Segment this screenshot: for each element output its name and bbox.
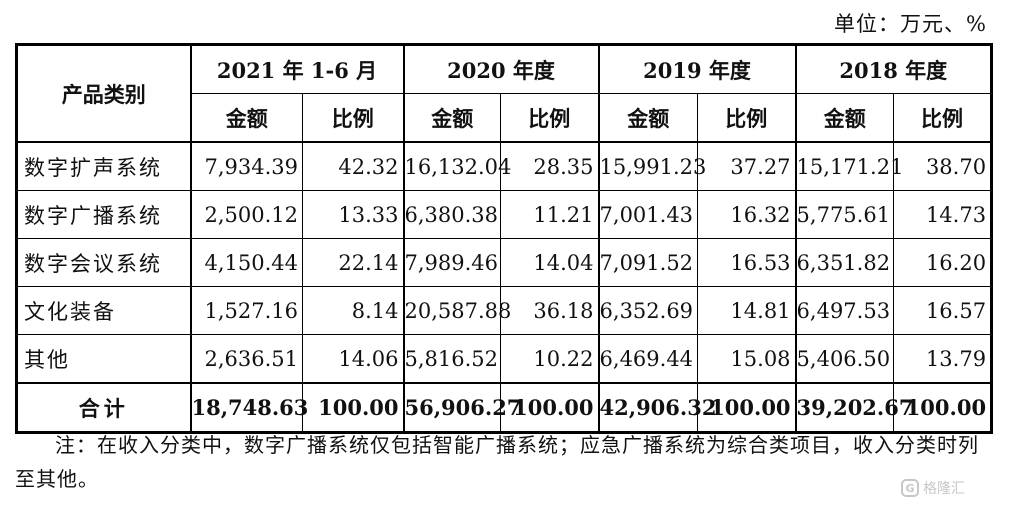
header-amount: 金额 [402, 93, 502, 143]
ratio-cell: 100.00 [301, 382, 405, 433]
watermark-logo-icon: G [901, 479, 919, 497]
amount-cell: 6,469.44 [597, 334, 699, 384]
header-row-metrics: 金额 比例 金额 比例 金额 比例 金额 比例 [17, 93, 993, 143]
category-cell: 数字广播系统 [16, 190, 191, 239]
ratio-cell: 36.18 [500, 286, 600, 335]
ratio-cell: 8.14 [301, 286, 405, 335]
amount-cell: 2,500.12 [189, 190, 303, 239]
ratio-cell: 37.27 [697, 141, 797, 191]
ratio-cell: 13.33 [301, 190, 405, 239]
amount-cell: 5,406.50 [794, 334, 895, 384]
ratio-cell: 16.57 [893, 286, 993, 335]
ratio-cell: 100.00 [500, 382, 600, 433]
header-category: 产品类别 [16, 44, 191, 143]
ratio-cell: 100.00 [697, 382, 797, 433]
amount-cell: 7,934.39 [189, 141, 303, 191]
ratio-cell: 16.53 [697, 238, 797, 287]
table-row: 文化装备 1,527.16 8.14 20,587.88 36.18 6,352.69 14… [16, 286, 993, 335]
ratio-cell: 11.21 [500, 190, 600, 239]
ratio-cell: 22.14 [301, 238, 405, 287]
table-row: 其他 2,636.51 14.06 5,816.52 10.22 6,469.44 15.0… [16, 334, 993, 384]
category-cell: 文化装备 [16, 286, 191, 335]
ratio-cell: 14.04 [500, 238, 600, 287]
ratio-cell: 13.79 [893, 334, 993, 384]
ratio-cell: 14.81 [697, 286, 797, 335]
header-amount: 金额 [597, 93, 699, 143]
ratio-cell: 10.22 [500, 334, 600, 384]
ratio-cell: 16.20 [893, 238, 993, 287]
watermark-text: 格隆汇 [923, 481, 965, 497]
header-period: 2020 年度 [402, 44, 600, 94]
total-row: 合计 18,748.63 100.00 56,906.27 100.00 42,906.3… [16, 382, 993, 433]
amount-cell: 15,991.23 [597, 141, 706, 191]
amount-cell: 42,906.32 [597, 382, 716, 433]
amount-cell: 7,989.46 [402, 238, 502, 287]
amount-cell: 7,001.43 [597, 190, 699, 239]
amount-cell: 5,775.61 [794, 190, 895, 239]
table-row: 数字会议系统 4,150.44 22.14 7,989.46 14.04 7,091.52… [16, 238, 993, 287]
header-amount: 金额 [794, 93, 895, 143]
header-period: 2021 年 1-6 月 [189, 44, 405, 94]
header-ratio: 比例 [893, 93, 993, 143]
ratio-cell: 38.70 [893, 141, 993, 191]
header-row-periods: 产品类别 2021 年 1-6 月 2020 年度 2019 年度 2018 年… [16, 44, 993, 143]
amount-cell: 6,352.69 [597, 286, 699, 335]
header-ratio: 比例 [500, 93, 600, 143]
header-ratio: 比例 [697, 93, 797, 143]
table-row: 数字扩声系统 7,934.39 42.32 16,132.04 28.35 15,991.… [16, 141, 993, 191]
ratio-cell: 28.35 [500, 141, 600, 191]
amount-cell: 2,636.51 [189, 334, 303, 384]
ratio-cell: 14.73 [893, 190, 993, 239]
header-ratio: 比例 [301, 93, 405, 143]
category-cell: 数字扩声系统 [16, 141, 191, 191]
watermark: G 格隆汇 [901, 475, 1001, 501]
amount-cell: 15,171.21 [794, 141, 903, 191]
category-cell: 其他 [16, 334, 191, 384]
unit-label: 单位：万元、% [834, 12, 987, 36]
amount-cell: 5,816.52 [402, 334, 502, 384]
amount-cell: 56,906.27 [402, 382, 521, 433]
ratio-cell: 15.08 [697, 334, 797, 384]
amount-cell: 1,527.16 [189, 286, 303, 335]
amount-cell: 16,132.04 [402, 141, 511, 191]
amount-cell: 4,150.44 [189, 238, 303, 287]
header-period: 2019 年度 [597, 44, 797, 94]
amount-cell: 7,091.52 [597, 238, 699, 287]
ratio-cell: 100.00 [893, 382, 993, 433]
header-amount: 金额 [189, 93, 303, 143]
category-cell: 数字会议系统 [16, 238, 191, 287]
ratio-cell: 16.32 [697, 190, 797, 239]
footnote: 注：在收入分类中，数字广播系统仅包括智能广播系统；应急广播系统为综合类项目，收入… [15, 433, 979, 491]
table-row: 数字广播系统 2,500.12 13.33 6,380.38 11.21 7,001.43… [16, 190, 993, 239]
amount-cell: 20,587.88 [402, 286, 511, 335]
amount-cell: 6,351.82 [794, 238, 895, 287]
amount-cell: 18,748.63 [189, 382, 308, 433]
ratio-cell: 42.32 [301, 141, 405, 191]
header-period: 2018 年度 [794, 44, 993, 94]
amount-cell: 6,380.38 [402, 190, 502, 239]
ratio-cell: 14.06 [301, 334, 405, 384]
amount-cell: 39,202.67 [794, 382, 913, 433]
revenue-table: 产品类别 2021 年 1-6 月 2020 年度 2019 年度 2018 年… [15, 43, 994, 434]
amount-cell: 6,497.53 [794, 286, 895, 335]
category-cell: 合计 [16, 382, 191, 433]
